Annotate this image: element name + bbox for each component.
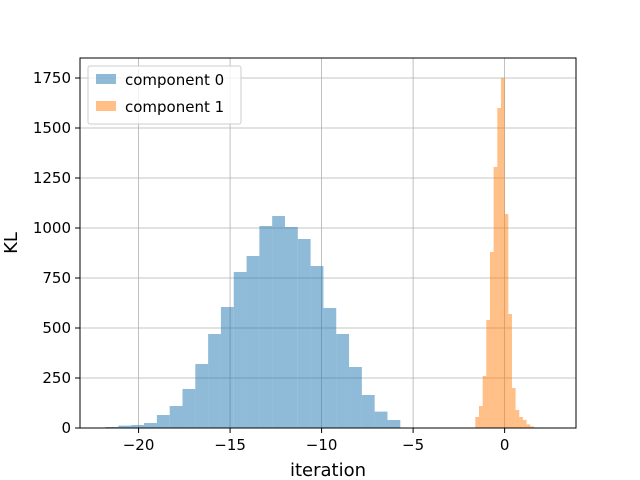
y-tick-label: 500 bbox=[42, 319, 71, 337]
y-tick-label: 1250 bbox=[33, 169, 71, 187]
histogram-bar-component-0 bbox=[233, 272, 247, 428]
histogram-bar-component-1 bbox=[482, 376, 487, 428]
histogram-bar-component-1 bbox=[515, 410, 520, 428]
histogram-bar-component-1 bbox=[530, 426, 534, 428]
histogram-bar-component-1 bbox=[504, 214, 509, 428]
histogram-bar-component-0 bbox=[169, 406, 183, 428]
x-tick-label: −5 bbox=[402, 436, 424, 454]
x-tick-label: −15 bbox=[214, 436, 246, 454]
plot-frame bbox=[79, 57, 577, 429]
x-tick-label: −10 bbox=[306, 436, 338, 454]
legend-label-component-0: component 0 bbox=[125, 71, 224, 89]
histogram-bar-component-1 bbox=[493, 167, 498, 428]
histogram-bar-component-0 bbox=[118, 425, 132, 428]
legend-swatch-component-0 bbox=[96, 74, 116, 84]
histogram-bar-component-0 bbox=[349, 367, 362, 428]
y-tick-label: 1500 bbox=[33, 119, 71, 137]
histogram-bar-component-1 bbox=[475, 417, 479, 428]
x-tick-label: −20 bbox=[123, 436, 155, 454]
legend: component 0 component 1 bbox=[87, 65, 242, 125]
ticks: −20 −15 −10 −5 0 0 250 500 750 1000 1250 1500 1750 bbox=[33, 69, 510, 454]
y-tick-label: 0 bbox=[61, 419, 71, 437]
histogram-bar-component-0 bbox=[361, 395, 375, 428]
histogram-bar-component-0 bbox=[131, 425, 145, 428]
histogram-bar-component-0 bbox=[246, 256, 260, 428]
histogram-bar-component-1 bbox=[497, 108, 501, 428]
histogram-bar-component-0 bbox=[259, 226, 273, 428]
y-tick-label: 750 bbox=[42, 269, 71, 287]
y-axis-label: KL bbox=[1, 232, 22, 254]
histogram-bar-component-0 bbox=[182, 389, 196, 428]
histogram-bar-component-0 bbox=[220, 307, 234, 428]
histogram-bar-component-0 bbox=[208, 334, 221, 428]
x-axis-label: iteration bbox=[290, 460, 366, 480]
legend-label-component-1: component 1 bbox=[125, 98, 224, 116]
histogram-bar-component-0 bbox=[310, 266, 324, 428]
histogram-bar-component-1 bbox=[486, 320, 490, 428]
histogram-bar-component-0 bbox=[374, 411, 388, 428]
y-tick-label: 250 bbox=[42, 369, 71, 387]
y-tick-label: 1750 bbox=[33, 69, 71, 87]
histogram-bar-component-0 bbox=[144, 423, 157, 428]
histogram-bar-component-1 bbox=[500, 78, 505, 428]
histogram-bar-component-0 bbox=[272, 216, 285, 428]
bars bbox=[105, 78, 542, 428]
y-tick-label: 1000 bbox=[33, 219, 71, 237]
legend-swatch-component-1 bbox=[96, 101, 116, 111]
histogram-bar-component-1 bbox=[508, 314, 512, 428]
histogram-bar-component-0 bbox=[336, 334, 350, 428]
histogram-bar-component-0 bbox=[156, 415, 170, 428]
histogram-bar-component-0 bbox=[284, 227, 298, 428]
histogram-bar-component-1 bbox=[478, 406, 483, 428]
histogram-bar-component-1 bbox=[519, 417, 523, 428]
histogram-bar-component-0 bbox=[323, 308, 337, 428]
histogram-bar-component-1 bbox=[511, 388, 516, 428]
histogram-bar-component-1 bbox=[522, 420, 527, 428]
histogram-bar-component-1 bbox=[526, 424, 531, 428]
grid bbox=[80, 58, 576, 429]
histogram-bar-component-0 bbox=[195, 364, 209, 428]
histogram-bar-component-0 bbox=[387, 420, 401, 428]
histogram-bar-component-0 bbox=[297, 239, 311, 428]
legend-box bbox=[87, 65, 242, 125]
x-tick-label: 0 bbox=[500, 436, 510, 454]
histogram-bar-component-1 bbox=[489, 252, 494, 428]
